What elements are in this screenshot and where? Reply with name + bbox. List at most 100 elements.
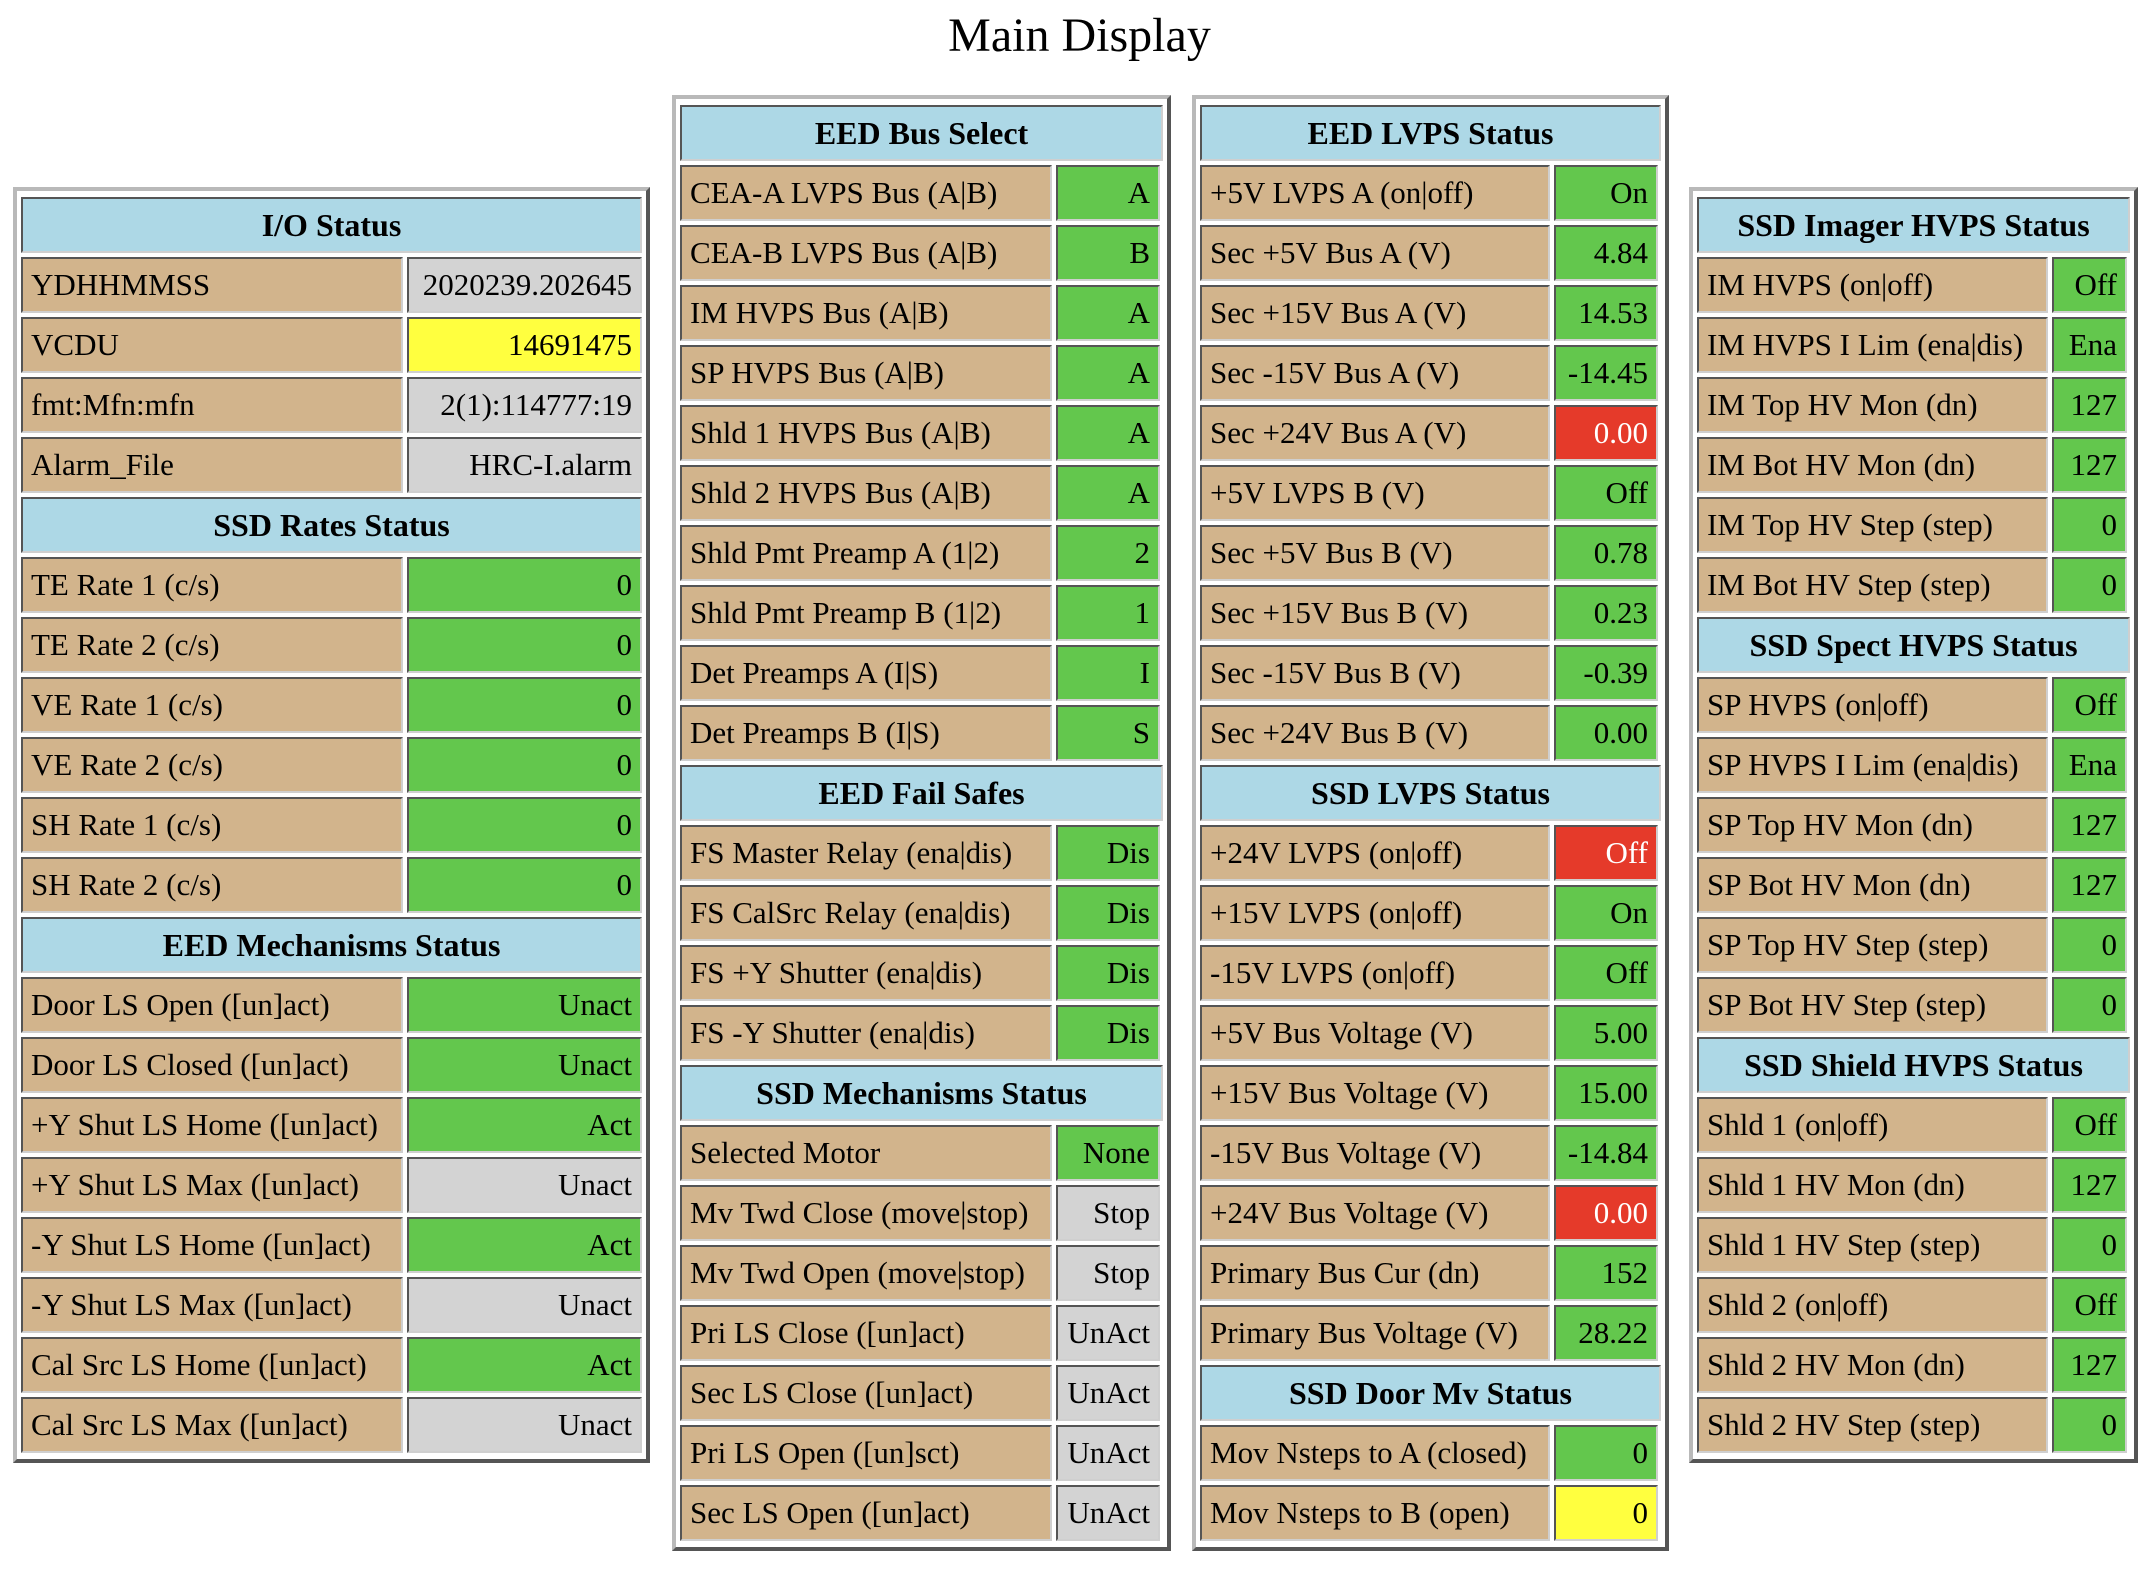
- status-label: Mov Nsteps to B (open): [1200, 1485, 1550, 1541]
- status-label: +Y Shut LS Home ([un]act): [21, 1097, 404, 1153]
- section-title: EED Bus Select: [680, 105, 1163, 161]
- status-value: Dis: [1056, 885, 1160, 941]
- section-header-eed-fail-safes: EED Fail Safes: [680, 763, 1163, 823]
- status-label: Sec LS Close ([un]act): [680, 1365, 1052, 1421]
- status-value: 127: [2052, 1157, 2127, 1213]
- status-label: CEA-B LVPS Bus (A|B): [680, 225, 1052, 281]
- section-header-ssd-mechanisms-status: SSD Mechanisms Status: [680, 1063, 1163, 1123]
- status-row-cea-a-lvps-bus-a-b: CEA-A LVPS Bus (A|B) A: [680, 163, 1163, 223]
- status-row-te-rate-1-c-s: TE Rate 1 (c/s) 0: [21, 555, 642, 615]
- status-row-shld-2-hvps-bus-a-b: Shld 2 HVPS Bus (A|B) A: [680, 463, 1163, 523]
- status-label: TE Rate 2 (c/s): [21, 617, 404, 673]
- status-label: Sec LS Open ([un]act): [680, 1485, 1052, 1541]
- status-value: 0.00: [1554, 405, 1658, 461]
- status-value: 0: [1554, 1425, 1658, 1481]
- status-value: Off: [2052, 1277, 2127, 1333]
- section-title: I/O Status: [21, 197, 642, 253]
- status-label: SP HVPS Bus (A|B): [680, 345, 1052, 401]
- eed-bus-select-panel: EED Bus Select CEA-A LVPS Bus (A|B) A CEA-B…: [672, 95, 1171, 1551]
- status-value: Stop: [1056, 1245, 1160, 1301]
- status-value: Act: [407, 1217, 642, 1273]
- status-label: Shld 2 HV Step (step): [1697, 1397, 2048, 1453]
- status-value: Unact: [407, 1397, 642, 1453]
- status-label: Primary Bus Voltage (V): [1200, 1305, 1550, 1361]
- status-label: IM Bot HV Mon (dn): [1697, 437, 2048, 493]
- section-title: SSD Spect HVPS Status: [1697, 617, 2130, 673]
- status-row-primary-bus-cur-dn: Primary Bus Cur (dn) 152: [1200, 1243, 1661, 1303]
- status-row-door-ls-open-un-act: Door LS Open ([un]act) Unact: [21, 975, 642, 1035]
- status-value: Unact: [407, 1037, 642, 1093]
- status-label: Mov Nsteps to A (closed): [1200, 1425, 1550, 1481]
- status-row-sh-rate-2-c-s: SH Rate 2 (c/s) 0: [21, 855, 642, 915]
- section-title: EED Mechanisms Status: [21, 917, 642, 973]
- status-label: Sec -15V Bus A (V): [1200, 345, 1550, 401]
- status-row-det-preamps-a-i-s: Det Preamps A (I|S) I: [680, 643, 1163, 703]
- status-label: Cal Src LS Max ([un]act): [21, 1397, 404, 1453]
- status-label: +5V Bus Voltage (V): [1200, 1005, 1550, 1061]
- status-row-y-shut-ls-max-un-act: -Y Shut LS Max ([un]act) Unact: [21, 1275, 642, 1335]
- status-label: Shld 1 HVPS Bus (A|B): [680, 405, 1052, 461]
- status-row-shld-1-on-off: Shld 1 (on|off) Off: [1697, 1095, 2130, 1155]
- section-title: EED Fail Safes: [680, 765, 1163, 821]
- status-value: 0.00: [1554, 705, 1658, 761]
- status-value: 0: [2052, 497, 2127, 553]
- status-row-5v-lvps-b-v: +5V LVPS B (V) Off: [1200, 463, 1661, 523]
- status-label: SH Rate 2 (c/s): [21, 857, 404, 913]
- status-value: 0: [1554, 1485, 1658, 1541]
- status-row-shld-pmt-preamp-a-1-2: Shld Pmt Preamp A (1|2) 2: [680, 523, 1163, 583]
- status-value: Ena: [2052, 317, 2127, 373]
- status-row-alarm-file: Alarm_File HRC-I.alarm: [21, 435, 642, 495]
- status-row-door-ls-closed-un-act: Door LS Closed ([un]act) Unact: [21, 1035, 642, 1095]
- status-value: 0: [2052, 977, 2127, 1033]
- status-row-selected-motor: Selected Motor None: [680, 1123, 1163, 1183]
- section-title: SSD LVPS Status: [1200, 765, 1661, 821]
- status-value: Off: [1554, 825, 1658, 881]
- status-label: +24V LVPS (on|off): [1200, 825, 1550, 881]
- status-value: I: [1056, 645, 1160, 701]
- status-row-shld-2-hv-mon-dn: Shld 2 HV Mon (dn) 127: [1697, 1335, 2130, 1395]
- section-header-eed-lvps-status: EED LVPS Status: [1200, 103, 1661, 163]
- section-header-eed-bus-select: EED Bus Select: [680, 103, 1163, 163]
- status-row-ve-rate-1-c-s: VE Rate 1 (c/s) 0: [21, 675, 642, 735]
- status-row-15v-lvps-on-off: -15V LVPS (on|off) Off: [1200, 943, 1661, 1003]
- status-label: Sec +15V Bus B (V): [1200, 585, 1550, 641]
- status-row-sec-15v-bus-b-v: Sec +15V Bus B (V) 0.23: [1200, 583, 1661, 643]
- status-value: 0: [2052, 1397, 2127, 1453]
- status-value: A: [1056, 465, 1160, 521]
- status-value: UnAct: [1056, 1485, 1160, 1541]
- status-value: Unact: [407, 1277, 642, 1333]
- status-row-fs-calsrc-relay-ena-dis: FS CalSrc Relay (ena|dis) Dis: [680, 883, 1163, 943]
- section-title: SSD Shield HVPS Status: [1697, 1037, 2130, 1093]
- status-label: +15V LVPS (on|off): [1200, 885, 1550, 941]
- status-row-shld-pmt-preamp-b-1-2: Shld Pmt Preamp B (1|2) 1: [680, 583, 1163, 643]
- status-value: 4.84: [1554, 225, 1658, 281]
- status-label: Mv Twd Open (move|stop): [680, 1245, 1052, 1301]
- status-row-fs-master-relay-ena-dis: FS Master Relay (ena|dis) Dis: [680, 823, 1163, 883]
- status-label: Door LS Open ([un]act): [21, 977, 404, 1033]
- status-label: FS CalSrc Relay (ena|dis): [680, 885, 1052, 941]
- status-label: Shld 2 (on|off): [1697, 1277, 2048, 1333]
- status-label: Shld 1 HV Step (step): [1697, 1217, 2048, 1273]
- section-header-eed-mechanisms-status: EED Mechanisms Status: [21, 915, 642, 975]
- status-value: 0: [407, 857, 642, 913]
- status-value: 5.00: [1554, 1005, 1658, 1061]
- status-label: SP HVPS I Lim (ena|dis): [1697, 737, 2048, 793]
- status-row-sp-hvps-bus-a-b: SP HVPS Bus (A|B) A: [680, 343, 1163, 403]
- status-value: 2020239.202645: [407, 257, 642, 313]
- status-row-y-shut-ls-home-un-act: +Y Shut LS Home ([un]act) Act: [21, 1095, 642, 1155]
- status-row-fs-y-shutter-ena-dis: FS -Y Shutter (ena|dis) Dis: [680, 1003, 1163, 1063]
- status-value: HRC-I.alarm: [407, 437, 642, 493]
- status-row-24v-lvps-on-off: +24V LVPS (on|off) Off: [1200, 823, 1661, 883]
- status-row-im-top-hv-mon-dn: IM Top HV Mon (dn) 127: [1697, 375, 2130, 435]
- status-label: +15V Bus Voltage (V): [1200, 1065, 1550, 1121]
- status-value: Dis: [1056, 1005, 1160, 1061]
- status-row-sec-5v-bus-b-v: Sec +5V Bus B (V) 0.78: [1200, 523, 1661, 583]
- status-label: Alarm_File: [21, 437, 404, 493]
- status-row-sec-5v-bus-a-v: Sec +5V Bus A (V) 4.84: [1200, 223, 1661, 283]
- status-row-sp-top-hv-step-step: SP Top HV Step (step) 0: [1697, 915, 2130, 975]
- status-label: Sec +24V Bus A (V): [1200, 405, 1550, 461]
- status-value: Off: [2052, 677, 2127, 733]
- status-label: Shld 1 HV Mon (dn): [1697, 1157, 2048, 1213]
- status-row-im-hvps-i-lim-ena-dis: IM HVPS I Lim (ena|dis) Ena: [1697, 315, 2130, 375]
- status-row-sec-24v-bus-a-v: Sec +24V Bus A (V) 0.00: [1200, 403, 1661, 463]
